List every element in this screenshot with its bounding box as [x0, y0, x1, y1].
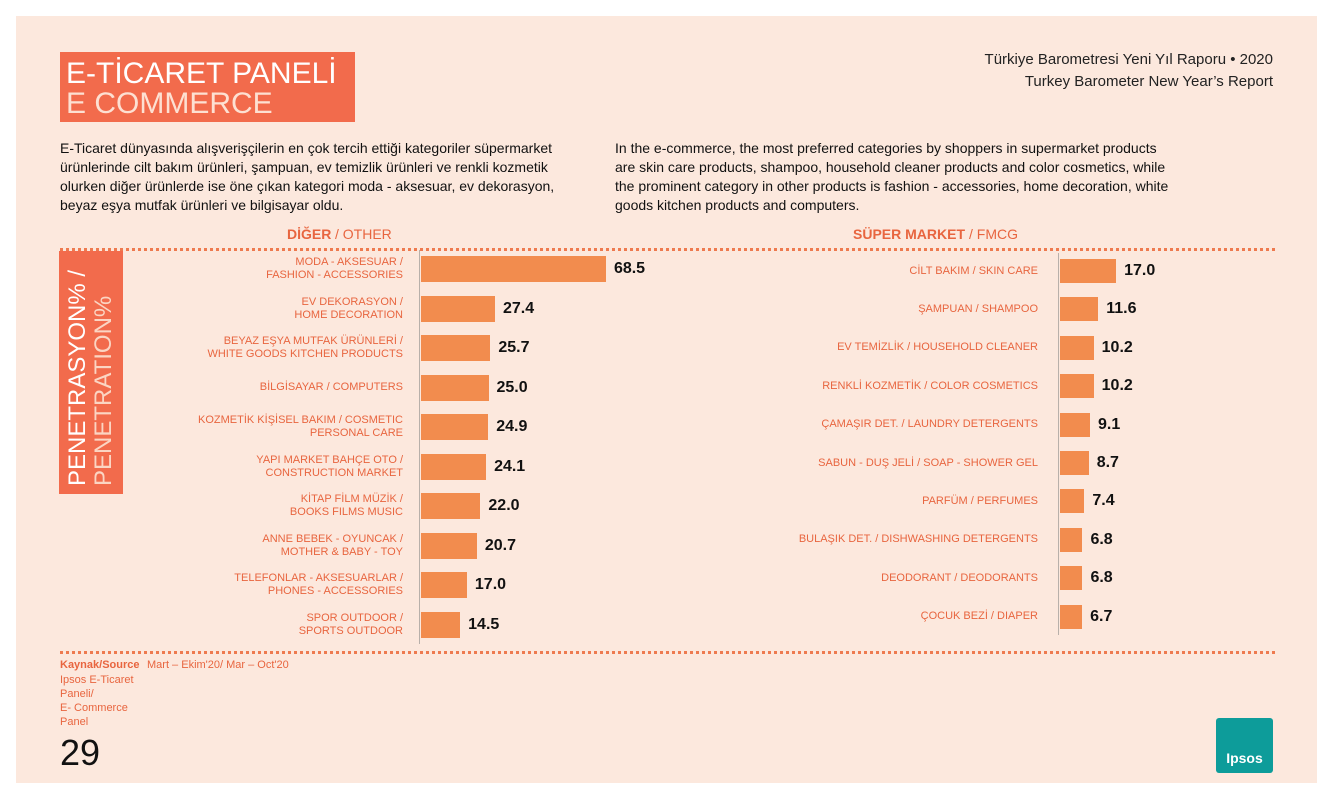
axis-line: [1058, 253, 1059, 635]
value-label: 20.7: [484, 536, 517, 554]
value-label: 6.8: [1090, 569, 1113, 587]
value-label: 10.2: [1101, 338, 1133, 356]
report-tr: Türkiye Barometresi Yeni Yıl Raporu • 20…: [984, 51, 1273, 68]
bar: [1060, 451, 1089, 475]
bar: [1060, 335, 1094, 360]
bar: [1060, 527, 1083, 552]
category-label: CİLT BAKIM / SKIN CARE: [909, 264, 1038, 277]
bar: [421, 611, 461, 638]
bar: [421, 493, 481, 519]
divider: [60, 651, 1275, 654]
value-label: 25.0: [496, 378, 528, 396]
category-label: KİTAP FİLM MÜZİK / BOOKS FILMS MUSIC: [289, 493, 403, 518]
value-label: 17.0: [474, 576, 507, 593]
chart-title: DİĞER: [287, 226, 332, 242]
period: Mart – Ekim'20/ Mar – Oct'20: [147, 659, 289, 671]
page-number: 29: [60, 732, 101, 773]
panel: [16, 16, 1317, 783]
category-label: EV DEKORASYON / HOME DECORATION: [294, 295, 403, 321]
source-label: Kaynak/Source: [60, 659, 140, 671]
value-label: 68.5: [613, 260, 646, 277]
axis-line: [419, 250, 420, 644]
category-label: SPOR OUTDOOR / SPORTS OUTDOOR: [298, 611, 403, 637]
category-label: TELEFONLAR - AKSESUARLAR / PHONES - ACCE…: [234, 572, 403, 597]
bar: [421, 256, 606, 282]
chart-subtitle: / FMCG: [969, 226, 1018, 242]
value-label: 22.0: [488, 497, 520, 514]
side-label: PENETRASYON% / PENETRATION%: [59, 251, 123, 494]
category-label: BULAŞIK DET. / DISHWASHING DETERGENTS: [798, 533, 1038, 546]
bar: [1060, 297, 1099, 322]
bar: [421, 335, 491, 361]
value-label: 24.9: [496, 418, 528, 435]
category-label: BİLGİSAYAR / COMPUTERS: [259, 381, 403, 393]
bar: [421, 572, 467, 598]
value-label: 24.1: [494, 457, 526, 475]
divider: [60, 248, 1275, 251]
value-label: 25.7: [498, 339, 530, 356]
category-label: ÇOCUK BEZİ / DIAPER: [920, 610, 1038, 623]
chart-subtitle: / OTHER: [335, 226, 392, 242]
source: Ipsos E-Ticaret Paneli/ E- Commerce Pane…: [60, 674, 134, 728]
category-label: BEYAZ EŞYA MUTFAK ÜRÜNLERİ / WHITE GOODS…: [207, 335, 403, 360]
value-label: 27.4: [502, 299, 535, 317]
bar: [421, 532, 477, 559]
category-label: SABUN - DUŞ JELİ / SOAP - SHOWER GEL: [818, 456, 1038, 469]
bar: [1060, 489, 1085, 514]
bar: [1060, 604, 1083, 629]
side-box: [59, 251, 123, 494]
value-label: 9.1: [1098, 415, 1121, 433]
bar: [421, 374, 489, 401]
bar: [1060, 412, 1091, 437]
category-label: EV TEMİZLİK / HOUSEHOLD CLEANER: [837, 341, 1038, 354]
value-label: 8.7: [1096, 454, 1119, 471]
chart-title: SÜPER MARKET: [853, 226, 966, 242]
intro-en: In the e-commerce, the most preferred ca…: [615, 140, 1169, 213]
category-label: ANNE BEBEK - OYUNCAK / MOTHER & BABY - T…: [262, 532, 403, 558]
bar: [1060, 259, 1117, 283]
title-box: [60, 52, 355, 122]
subtitle: E COMMERCE: [66, 87, 273, 120]
category-label: RENKLİ KOZMETİK / COLOR COSMETICS: [822, 379, 1038, 392]
category-label: PARFÜM / PERFUMES: [922, 494, 1038, 507]
side-label-tr: PENETRASYON% /: [64, 269, 91, 486]
bar: [421, 295, 495, 322]
value-label: 6.8: [1090, 530, 1113, 548]
bar: [421, 453, 487, 480]
logo-text: Ipsos: [1226, 750, 1263, 766]
value-label: 10.2: [1101, 377, 1133, 395]
report-en: Turkey Barometer New Year’s Report: [1024, 73, 1273, 90]
value-label: 6.7: [1090, 607, 1113, 625]
bar: [421, 414, 489, 440]
value-label: 14.5: [468, 615, 500, 633]
value-label: 11.6: [1106, 300, 1137, 318]
category-label: ÇAMAŞIR DET. / LAUNDRY DETERGENTS: [821, 418, 1038, 431]
category-label: YAPI MARKET BAHÇE OTO / CONSTRUCTION MAR…: [256, 453, 403, 479]
logo: [1216, 718, 1273, 773]
side-label-en: PENETRATION%: [90, 295, 117, 486]
value-label: 17.0: [1124, 262, 1156, 279]
bar: [1060, 566, 1083, 591]
value-label: 7.4: [1092, 492, 1115, 510]
category-label: MODA - AKSESUAR / FASHION - ACCESSORIES: [266, 256, 403, 281]
category-label: DEODORANT / DEODORANTS: [881, 571, 1038, 584]
intro-tr: E-Ticaret dünyasında alışverişçilerin en…: [60, 140, 555, 213]
title: E-TİCARET PANELİ: [66, 57, 337, 90]
category-label: ŞAMPUAN / SHAMPOO: [918, 302, 1038, 315]
bar: [1060, 374, 1094, 399]
category-label: KOZMETİK KİŞİSEL BAKIM / COSMETIC PERSON…: [198, 414, 403, 439]
